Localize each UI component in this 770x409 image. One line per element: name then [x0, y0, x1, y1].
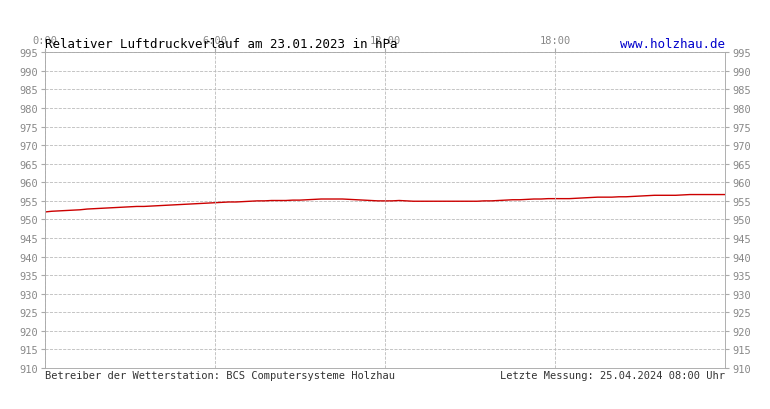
Text: Relativer Luftdruckverlauf am 23.01.2023 in hPa: Relativer Luftdruckverlauf am 23.01.2023… [45, 38, 397, 51]
Text: Letzte Messung: 25.04.2024 08:00 Uhr: Letzte Messung: 25.04.2024 08:00 Uhr [500, 370, 725, 380]
Text: www.holzhau.de: www.holzhau.de [621, 38, 725, 51]
Text: Betreiber der Wetterstation: BCS Computersysteme Holzhau: Betreiber der Wetterstation: BCS Compute… [45, 370, 395, 380]
